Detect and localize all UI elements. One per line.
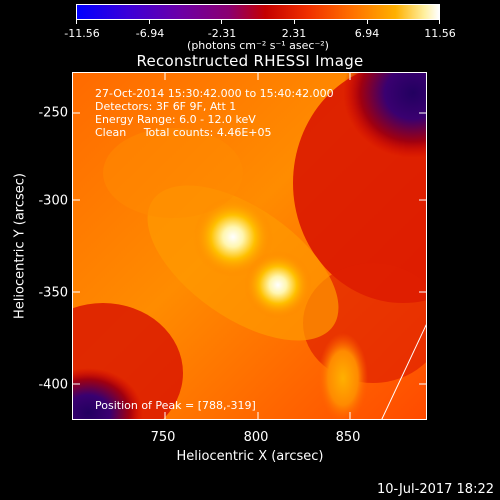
rhessi-image-plot: 27-Oct-2014 15:30:42.000 to 15:40:42.000… (72, 72, 427, 420)
x-tick-label: 750 (150, 430, 176, 445)
y-axis-label: Heliocentric Y (arcsec) (12, 173, 28, 319)
colorbar-tick (76, 19, 77, 24)
y-tick-label: -300 (38, 193, 68, 209)
x-tick-label: 800 (243, 430, 269, 445)
energy-range-annotation: Energy Range: 6.0 - 12.0 keV (95, 113, 256, 126)
colorbar-tick-label: 6.94 (354, 27, 380, 40)
colorbar-tick-label: 2.31 (281, 27, 307, 40)
colorbar-tick-label: -6.94 (135, 27, 165, 40)
date-stamp: 10-Jul-2017 18:22 (376, 482, 494, 497)
time-range-annotation: 27-Oct-2014 15:30:42.000 to 15:40:42.000 (95, 87, 334, 100)
colorbar-tick (367, 19, 368, 24)
secondary-source (244, 251, 312, 319)
y-tick-label: -350 (38, 285, 68, 301)
detectors-annotation: Detectors: 3F 6F 9F, Att 1 (95, 100, 237, 113)
colorbar-tick (294, 19, 295, 24)
rhessi-image (73, 73, 426, 419)
peak-source (193, 197, 273, 277)
x-axis-label: Heliocentric X (arcsec) (176, 449, 324, 464)
solar-limb-line (381, 324, 426, 419)
colorbar-tick (439, 19, 440, 24)
x-tick-label: 850 (335, 430, 361, 445)
peak-position-annotation: Position of Peak = [788,-319] (95, 399, 256, 412)
plot-title: Reconstructed RHESSI Image (136, 52, 364, 70)
colorbar-unit-label: (photons cm⁻² s⁻¹ asec⁻²) (187, 39, 329, 52)
colorbar-tick-label: -11.56 (64, 27, 100, 40)
y-tick-label: -250 (38, 105, 68, 121)
colorbar-tick-label: 11.56 (424, 27, 456, 40)
colorbar (76, 4, 440, 20)
colorbar-tick (221, 19, 222, 24)
colorbar-tick (149, 19, 150, 24)
clean-counts-annotation: Clean Total counts: 4.46E+05 (95, 126, 272, 139)
colorbar-tick-label: -2.31 (207, 27, 237, 40)
y-tick-label: -400 (38, 377, 68, 393)
